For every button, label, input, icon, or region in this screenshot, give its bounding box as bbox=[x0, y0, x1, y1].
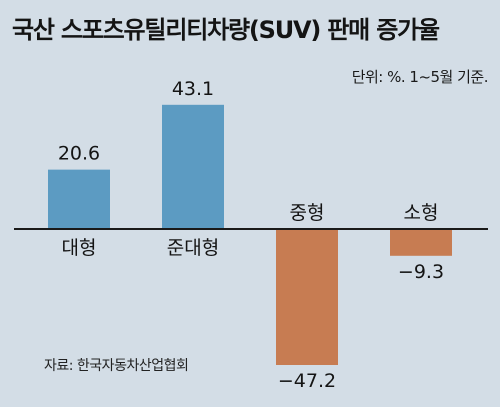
value-label-2: 43.1 bbox=[172, 78, 214, 100]
category-label-4: 소형 bbox=[404, 202, 439, 224]
labels-group: 20.6 대형 43.1 준대형 −47.2 중형 −9.3 소형 bbox=[58, 78, 444, 392]
value-label-1: 20.6 bbox=[58, 143, 100, 165]
bar-1 bbox=[48, 169, 110, 229]
bar-4 bbox=[390, 229, 452, 256]
chart-title: 국산 스포츠유틸리티차량(SUV) 판매 증가율 bbox=[12, 16, 440, 44]
bars-group bbox=[48, 104, 452, 365]
category-label-3: 중형 bbox=[290, 202, 325, 224]
category-label-2: 준대형 bbox=[167, 237, 219, 259]
value-label-3: −47.2 bbox=[278, 370, 336, 392]
value-label-4: −9.3 bbox=[398, 261, 444, 283]
source-note: 자료: 한국자동차산업협회 bbox=[44, 358, 189, 374]
category-label-1: 대형 bbox=[62, 237, 97, 259]
unit-note: 단위: %. 1~5월 기준. bbox=[351, 68, 489, 86]
bar-2 bbox=[162, 104, 224, 229]
bar-3 bbox=[276, 229, 338, 365]
